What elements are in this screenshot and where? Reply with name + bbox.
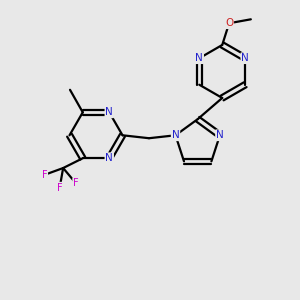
Text: F: F bbox=[73, 178, 79, 188]
Text: F: F bbox=[42, 170, 47, 180]
Text: N: N bbox=[172, 130, 179, 140]
Text: N: N bbox=[216, 130, 224, 140]
Text: N: N bbox=[195, 53, 203, 63]
Text: N: N bbox=[105, 153, 113, 163]
Text: N: N bbox=[105, 107, 113, 117]
Text: O: O bbox=[225, 18, 233, 28]
Text: F: F bbox=[57, 183, 62, 193]
Text: N: N bbox=[241, 53, 249, 63]
